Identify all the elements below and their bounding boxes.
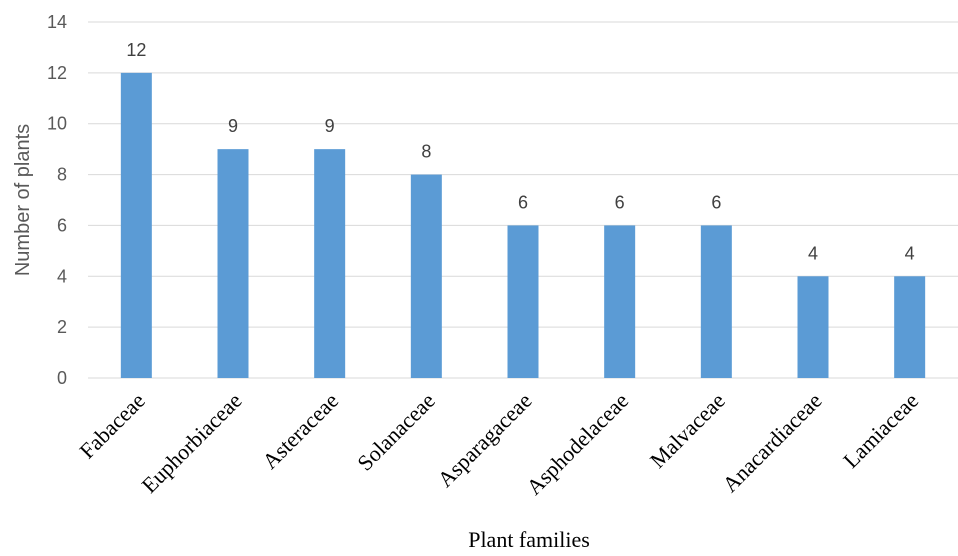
bar-asteraceae <box>314 149 346 378</box>
y-axis-title: Number of plants <box>12 124 34 276</box>
y-tick-label: 6 <box>57 215 67 235</box>
category-label: Malvaceae <box>645 388 730 473</box>
category-label: Euphorbiaceae <box>136 388 246 498</box>
y-tick-label: 14 <box>47 12 67 32</box>
category-label: Asteraceae <box>257 388 343 474</box>
data-label: 4 <box>808 243 818 263</box>
y-tick-label: 2 <box>57 317 67 337</box>
data-label: 12 <box>126 40 146 60</box>
x-axis-title: Plant families <box>468 527 590 551</box>
data-label: 6 <box>518 192 528 212</box>
bars <box>120 72 926 378</box>
bar-asphodelaceae <box>604 225 636 378</box>
data-label: 6 <box>615 192 625 212</box>
y-tick-labels: 0 2 4 6 8 10 12 14 <box>47 12 67 388</box>
bar-malvaceae <box>700 225 732 378</box>
bar-anacardiaceae <box>797 276 829 378</box>
y-tick-label: 10 <box>47 114 67 134</box>
y-tick-label: 8 <box>57 165 67 185</box>
category-label: Solanaceae <box>352 388 440 476</box>
data-label: 4 <box>905 243 915 263</box>
category-label: Anacardiaceae <box>717 388 826 497</box>
data-label: 6 <box>711 192 721 212</box>
bar-euphorbiaceae <box>217 149 249 378</box>
category-label: Asphodelaceae <box>521 388 633 500</box>
data-labels: 12 9 9 8 6 6 6 4 4 <box>126 40 914 263</box>
bar-solanaceae <box>410 174 442 378</box>
y-tick-label: 0 <box>57 368 67 388</box>
y-tick-label: 4 <box>57 266 67 286</box>
data-label: 8 <box>421 142 431 162</box>
category-label: Fabaceae <box>74 388 150 464</box>
data-label: 9 <box>325 116 335 136</box>
bar-asparagaceae <box>507 225 539 378</box>
bar-lamiaceae <box>894 276 926 378</box>
category-label: Asparagaceae <box>432 388 536 492</box>
category-label: Lamiaceae <box>838 388 923 473</box>
bar-fabaceae <box>120 72 152 378</box>
data-label: 9 <box>228 116 238 136</box>
y-tick-label: 12 <box>47 63 67 83</box>
